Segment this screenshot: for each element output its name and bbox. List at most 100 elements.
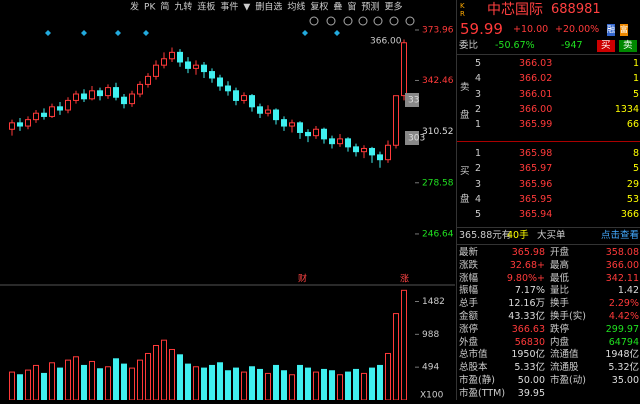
candle-body [257,106,263,114]
toolbar-icon [343,16,353,26]
weicha: -947 [561,40,583,51]
stat-value: 342.11 [605,272,639,284]
toolbar-item[interactable]: 九转 [174,1,192,13]
level: 3 [475,178,482,190]
toolbar-item[interactable]: 预测 [361,2,379,13]
candle-body [353,146,359,153]
level: 2 [475,163,482,175]
price: 59.99 [460,20,503,38]
divider [457,141,640,142]
candle-body [401,42,407,97]
buy-button[interactable]: 买 [597,40,615,52]
candle-body [169,51,175,60]
candle-body [177,51,183,63]
stat-value: 7.17% [514,285,545,297]
volume-bar [177,354,183,401]
candle-body [337,138,343,145]
candle-body [297,122,303,133]
candle-body [113,87,119,98]
toolbar-icon [405,16,415,26]
kr: R [460,10,465,18]
stat-label: 换手(实) [550,311,586,322]
volume-bar [289,374,295,401]
volume-bar [265,372,271,401]
candle-body [49,106,55,117]
big-order-link[interactable]: 点击查看 [600,230,639,241]
toolbar-item[interactable]: 更多 [384,1,402,13]
toolbar-item[interactable]: 叠 [333,2,342,13]
stat-value: +32.68 [509,259,545,271]
candle-body [289,122,295,127]
change: +10.00 [513,24,549,35]
toolbar-item[interactable]: 窗 [347,1,356,13]
candle-body [161,58,167,66]
toolbar-icon [389,16,399,26]
divider [457,227,640,228]
stock-code: 688981 [551,2,601,17]
sell-button[interactable]: 卖 [619,40,637,52]
event-marker: 涨 [400,274,409,285]
candle-body [369,147,375,156]
stat-label: 金额 [459,311,479,322]
toolbar-item[interactable]: 连板 [197,1,215,13]
level: 2 [475,103,482,115]
toolbar-item[interactable]: 复权 [310,1,328,13]
weibi: -50.67% [495,40,535,51]
toolbar-item[interactable]: 简 [160,1,169,13]
candle-body [73,93,79,101]
order-price: 365.97 [519,163,553,175]
candle-body [345,138,351,148]
candle-body [233,90,239,101]
candle-body [89,90,95,100]
candle-body [137,83,143,95]
stat-label: 开盘 [550,247,570,258]
toolbar-item[interactable]: 删自选 [255,1,282,13]
stat-value: 64794 [608,336,639,348]
candle-body [9,122,15,130]
volume-bar [169,348,175,401]
toolbar-item[interactable]: 发 [130,1,139,13]
toolbar-item[interactable]: PK [144,3,156,13]
big-order: 40手 [507,230,529,241]
signal-marker [143,30,149,36]
order-price: 365.98 [519,148,553,159]
candle-body [121,96,127,105]
toolbar-icon [373,16,383,26]
candle-body [377,154,383,161]
candle-body [97,90,103,97]
badge: 融 [607,24,615,36]
volume-bar [137,359,143,401]
stat-label: 涨停 [459,323,479,335]
stat-value: 1.42 [617,285,639,297]
order-volume: 8 [632,148,639,159]
stat-label: 总股本 [459,362,488,374]
toolbar-item[interactable]: 事件 [220,1,238,13]
candle-body [17,122,23,127]
stat-value: 358.08 [605,247,639,258]
volume-bar [17,374,23,401]
candle-body [281,119,287,127]
order-volume: 1 [632,58,639,69]
candle-body [273,109,279,121]
volume-bar [97,368,103,401]
stat-value: 299.97 [605,323,639,335]
order-volume: 1334 [614,103,639,115]
y-tick-label: 310.52 [422,127,454,137]
volume-bar [385,352,391,401]
candle-body [185,61,191,69]
volume-bar [305,367,311,401]
level: 5 [475,58,482,69]
candle-body [41,112,47,117]
y-tick-label: 1482 [422,297,445,307]
stat-value: 35.00 [611,375,639,386]
order-volume: 29 [626,178,639,190]
candle-body [313,128,319,137]
toolbar-item[interactable]: 均线 [287,1,305,13]
toolbar-item[interactable]: ▼ [243,3,250,13]
volume-bar [377,364,383,401]
volume-bar [145,352,151,401]
quote-panel: K R 中芯国际 688981 59.99 +10.00 +20.00% 融富委比 -50.67… [456,0,640,400]
volume-bar [337,374,343,401]
candle-body [305,131,311,137]
